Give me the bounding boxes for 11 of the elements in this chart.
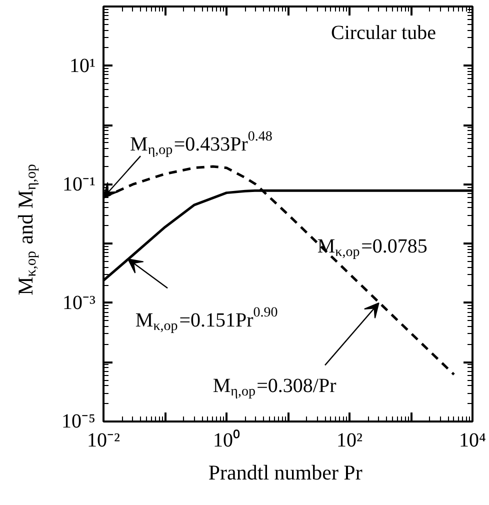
annotation: Circular tube — [330, 22, 436, 44]
x-axis-title: Prandtl number Pr — [208, 460, 362, 484]
x-tick-label: 10² — [336, 430, 362, 452]
x-tick-label: 10⁰ — [213, 428, 240, 452]
y-tick-label: 10⁻⁵ — [62, 410, 96, 432]
x-tick-label: 10⁻² — [87, 430, 120, 452]
y-axis-title: Mκ,op and Mη,op — [13, 164, 40, 296]
x-tick-label: 10⁴ — [459, 430, 486, 452]
y-tick-label: 10¹ — [70, 54, 96, 77]
y-tick-label: 10⁻¹ — [62, 173, 96, 196]
y-tick-label: 10⁻³ — [62, 292, 96, 314]
